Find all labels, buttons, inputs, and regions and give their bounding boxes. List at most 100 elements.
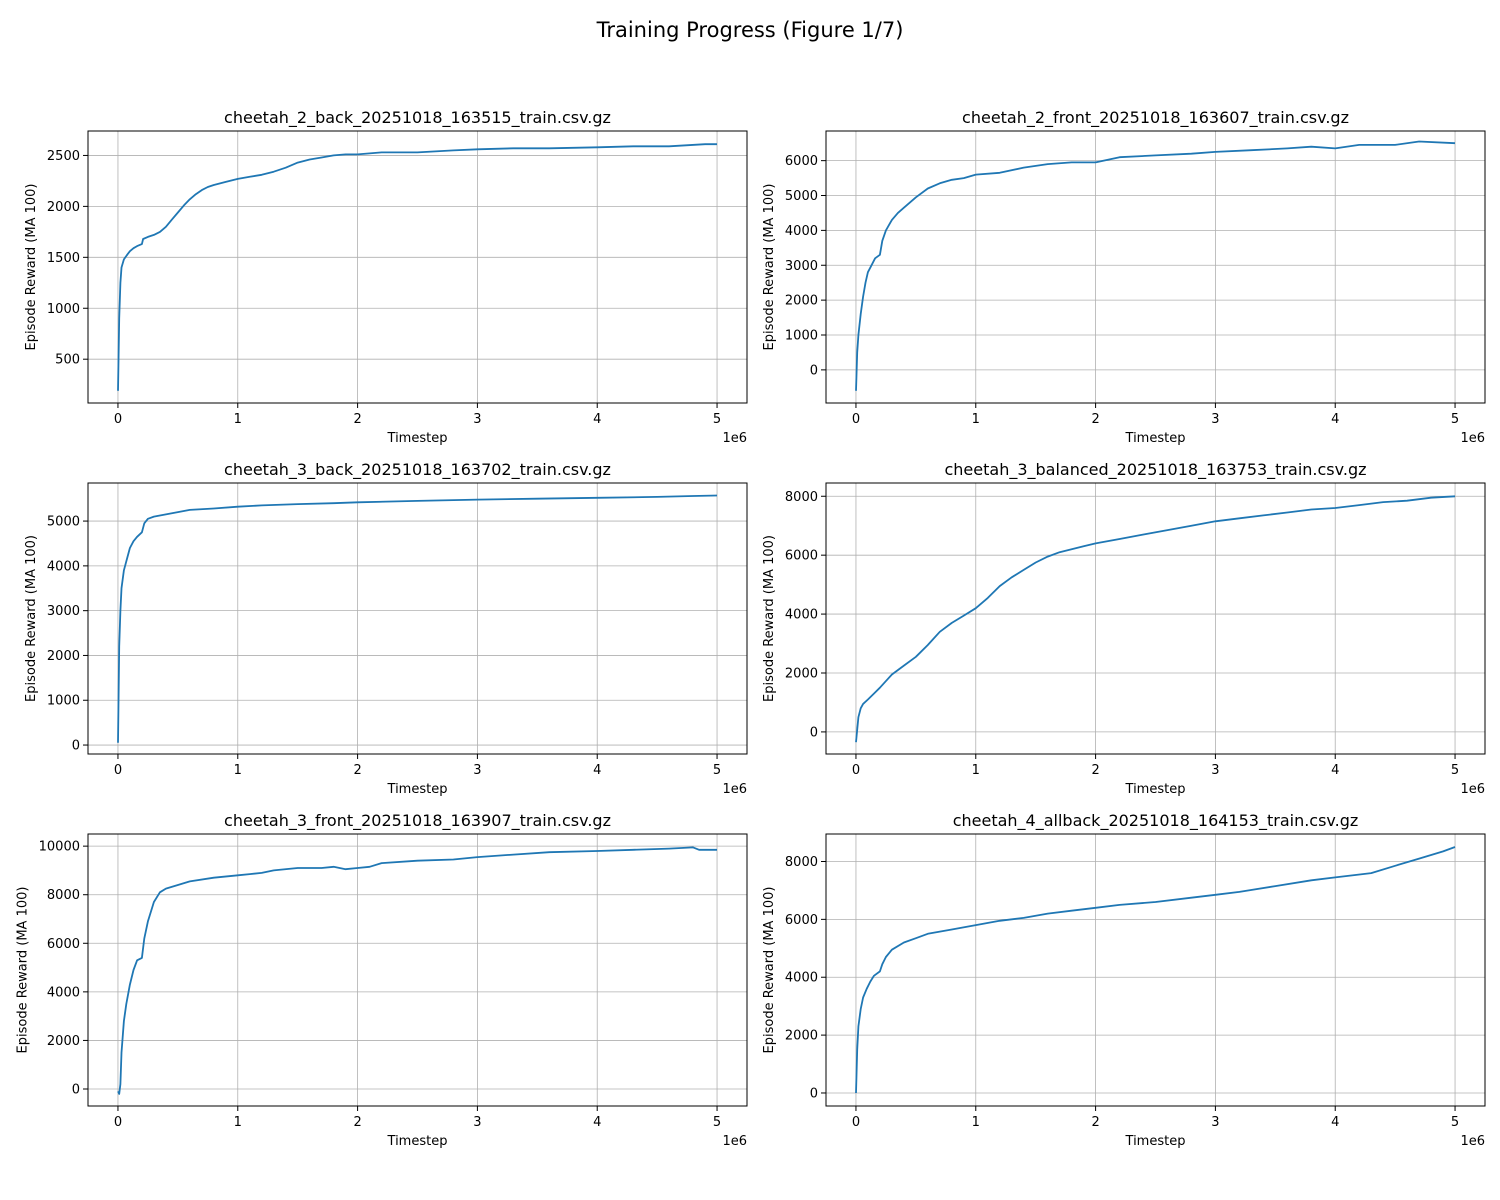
- x-offset-label: 1e6: [722, 431, 747, 446]
- x-offset-label: 1e6: [1460, 431, 1485, 446]
- subplot-6: 0 1 2 3 4 5 0 2000 4000 6000 8000 1e6 Timestep Episod…: [762, 811, 1486, 1149]
- x-tick-label: 0: [852, 412, 860, 427]
- plot-frame: [87, 833, 748, 1107]
- y-axis-label: Episode Reward (MA 100): [762, 184, 777, 351]
- x-tick-label: 4: [593, 412, 601, 427]
- y-tick-label: 6000: [785, 154, 818, 169]
- plot-frame: [825, 482, 1486, 755]
- x-tick-label: 4: [1331, 1115, 1339, 1130]
- figure-title: Training Progress (Figure 1/7): [596, 18, 904, 42]
- x-tick-label: 3: [473, 763, 481, 778]
- x-tick-label: 1: [234, 763, 242, 778]
- y-tick-label: 1000: [785, 329, 818, 344]
- y-tick-label: 8000: [785, 855, 818, 870]
- y-tick-label: 5000: [47, 515, 80, 530]
- y-tick-label: 4000: [785, 971, 818, 986]
- x-tick-label: 1: [972, 1115, 980, 1130]
- y-tick-label: 2000: [785, 666, 818, 681]
- plot-frame: [87, 130, 748, 404]
- y-tick-label: 4000: [47, 559, 80, 574]
- x-offset-label: 1e6: [722, 1134, 747, 1149]
- subplot-title: cheetah_3_balanced_20251018_163753_train…: [944, 460, 1366, 480]
- y-tick-label: 0: [810, 363, 818, 378]
- y-tick-label: 0: [810, 725, 818, 740]
- y-tick-label: 1000: [47, 302, 80, 317]
- y-tick-label: 4000: [47, 985, 80, 1000]
- x-tick-label: 5: [713, 763, 721, 778]
- y-axis-label: Episode Reward (MA 100): [24, 184, 39, 351]
- y-tick-label: 6000: [785, 549, 818, 564]
- x-offset-label: 1e6: [1460, 1134, 1485, 1149]
- y-axis-label: Episode Reward (MA 100): [762, 887, 777, 1054]
- x-axis-label: Timestep: [387, 1134, 448, 1149]
- x-offset-label: 1e6: [722, 782, 747, 797]
- x-tick-label: 2: [353, 763, 361, 778]
- x-tick-label: 0: [852, 763, 860, 778]
- x-tick-label: 0: [114, 1115, 122, 1130]
- x-tick-label: 5: [1451, 763, 1459, 778]
- x-tick-label: 4: [1331, 412, 1339, 427]
- plot-frame: [825, 833, 1486, 1107]
- y-tick-label: 2000: [785, 294, 818, 309]
- series-line: [117, 846, 717, 1095]
- y-tick-label: 2000: [47, 649, 80, 664]
- x-tick-label: 2: [353, 412, 361, 427]
- subplot-title: cheetah_3_front_20251018_163907_train.cs…: [224, 811, 611, 831]
- x-axis-label: Timestep: [1125, 782, 1186, 797]
- y-tick-label: 6000: [47, 937, 80, 952]
- y-tick-label: 8000: [47, 888, 80, 903]
- x-tick-label: 4: [593, 1115, 601, 1130]
- y-tick-label: 2000: [47, 200, 80, 215]
- x-tick-label: 3: [473, 412, 481, 427]
- subplot-5: 0 1 2 3 4 5 0 2000 4000 6000 8000 10000 1e6 Timestep E…: [16, 811, 748, 1149]
- x-axis-label: Timestep: [387, 782, 448, 797]
- x-tick-label: 1: [234, 1115, 242, 1130]
- x-tick-label: 0: [852, 1115, 860, 1130]
- y-tick-label: 3000: [785, 259, 818, 274]
- y-tick-label: 6000: [785, 913, 818, 928]
- plot-frame: [825, 130, 1486, 404]
- x-tick-label: 0: [114, 763, 122, 778]
- series-line: [855, 846, 1456, 1094]
- x-tick-label: 5: [713, 1115, 721, 1130]
- y-tick-label: 0: [810, 1086, 818, 1101]
- x-tick-label: 3: [473, 1115, 481, 1130]
- y-tick-label: 0: [72, 739, 80, 754]
- plot-frame: [87, 482, 748, 755]
- x-tick-label: 2: [1091, 412, 1099, 427]
- subplot-1: 0 1 2 3 4 5 500 1000 1500 2000 2500 1e6 Timestep Epis…: [24, 108, 748, 446]
- y-tick-label: 2000: [785, 1029, 818, 1044]
- x-tick-label: 1: [234, 412, 242, 427]
- series-line: [117, 143, 717, 391]
- subplot-4: 0 1 2 3 4 5 0 2000 4000 6000 8000 1e6 Timestep Episod…: [762, 460, 1486, 797]
- y-tick-label: 4000: [785, 608, 818, 623]
- series-line: [855, 495, 1456, 743]
- x-axis-label: Timestep: [387, 431, 448, 446]
- y-tick-label: 1500: [47, 251, 80, 266]
- x-offset-label: 1e6: [1460, 782, 1485, 797]
- y-tick-label: 8000: [785, 490, 818, 505]
- subplot-title: cheetah_2_front_20251018_163607_train.cs…: [962, 108, 1349, 128]
- x-tick-label: 3: [1211, 412, 1219, 427]
- subplot-title: cheetah_4_allback_20251018_164153_train.…: [953, 811, 1359, 831]
- y-tick-label: 2500: [47, 149, 80, 164]
- subplot-title: cheetah_3_back_20251018_163702_train.csv…: [224, 460, 611, 480]
- subplot-title: cheetah_2_back_20251018_163515_train.csv…: [224, 108, 611, 128]
- y-tick-label: 0: [72, 1083, 80, 1098]
- y-tick-label: 4000: [785, 224, 818, 239]
- x-tick-label: 2: [1091, 1115, 1099, 1130]
- x-tick-label: 4: [1331, 763, 1339, 778]
- x-tick-label: 3: [1211, 1115, 1219, 1130]
- x-axis-label: Timestep: [1125, 431, 1186, 446]
- series-line: [855, 140, 1456, 391]
- x-tick-label: 0: [114, 412, 122, 427]
- x-tick-label: 1: [972, 412, 980, 427]
- x-tick-label: 5: [1451, 412, 1459, 427]
- y-tick-label: 3000: [47, 604, 80, 619]
- series-line: [117, 494, 718, 743]
- x-tick-label: 3: [1211, 763, 1219, 778]
- y-tick-label: 5000: [785, 189, 818, 204]
- subplot-3: 0 1 2 3 4 5 0 1000 2000 3000 4000 5000 1e6 Timestep Ep…: [24, 460, 748, 797]
- x-tick-label: 5: [1451, 1115, 1459, 1130]
